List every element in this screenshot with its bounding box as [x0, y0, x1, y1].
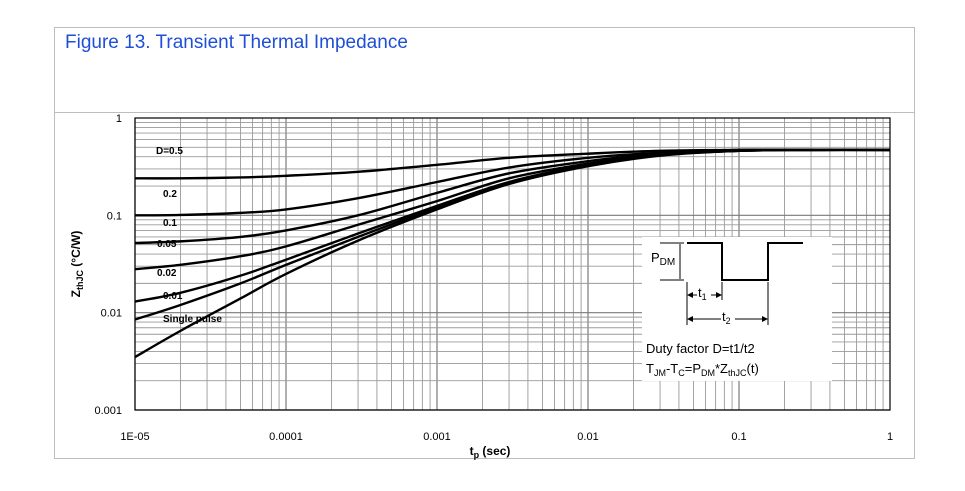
- x-tick-label: 1E-05: [120, 431, 149, 443]
- curve-d-0-5: [134, 148, 890, 180]
- curve-labels: D=0.5 0.2 0.1 0.05 0.02 0.01 Single pulse: [156, 146, 222, 325]
- curve-label: 0.1: [163, 218, 177, 229]
- pulse-waveform-line: [687, 242, 803, 281]
- curve-label: 0.2: [163, 189, 177, 200]
- t2-label-bg: [721, 311, 735, 325]
- chart-title: Figure 13. Transient Thermal Impedance: [65, 32, 408, 53]
- curve-label: D=0.5: [156, 146, 183, 157]
- curve-single-pulse: [134, 148, 891, 359]
- inset-background: [642, 237, 832, 381]
- curve-label: 0.02: [157, 268, 177, 279]
- curve-0-1: [134, 148, 890, 245]
- x-tick-label: 0.01: [577, 431, 598, 443]
- t1-label-bg: [697, 287, 711, 301]
- t2-label: t2: [722, 309, 731, 326]
- chart-frame: Figure 13. Transient Thermal Impedance: [54, 27, 915, 459]
- pdm-label: PDM: [651, 250, 675, 268]
- curve-label: 0.05: [157, 239, 177, 250]
- x-axis-title: tp (sec): [470, 444, 511, 460]
- thermal-equation: TJM-TC=PDM*ZthJC(t): [646, 361, 759, 378]
- duty-cycle-inset: PDM t1 t2 Duty factor D=t1/t2 TJM-TC=PDM…: [642, 237, 832, 381]
- x-tick-label: 0.1: [731, 431, 746, 443]
- t1-arrowhead-left: [687, 292, 693, 298]
- x-tick-label: 0.001: [423, 431, 451, 443]
- curve-label: 0.01: [163, 291, 183, 302]
- y-tick-label: 1: [116, 113, 122, 125]
- t1-label: t1: [698, 285, 707, 302]
- y-tick-label: 0.1: [107, 210, 122, 222]
- tick-labels: 1E-05 0.0001 0.001 0.01 0.1 1 0.001 0.01 0.1 1: [94, 113, 893, 443]
- duty-factor-text: Duty factor D=t1/t2: [646, 341, 755, 356]
- y-tick-label: 0.01: [101, 308, 122, 320]
- t2-arrowhead-left: [687, 316, 693, 322]
- t2-arrowhead-right: [762, 316, 768, 322]
- curves: [134, 148, 891, 359]
- x-tick-label: 1: [887, 431, 893, 443]
- curve-label: Single pulse: [163, 314, 222, 325]
- x-tick-label: 0.0001: [269, 431, 303, 443]
- title-bar: Figure 13. Transient Thermal Impedance: [55, 28, 914, 113]
- t1-arrowhead-right: [716, 292, 722, 298]
- y-tick-label: 0.001: [94, 405, 122, 417]
- y-axis-title: ZthJC (°C/W): [69, 231, 85, 298]
- plot-area-border: [134, 117, 891, 411]
